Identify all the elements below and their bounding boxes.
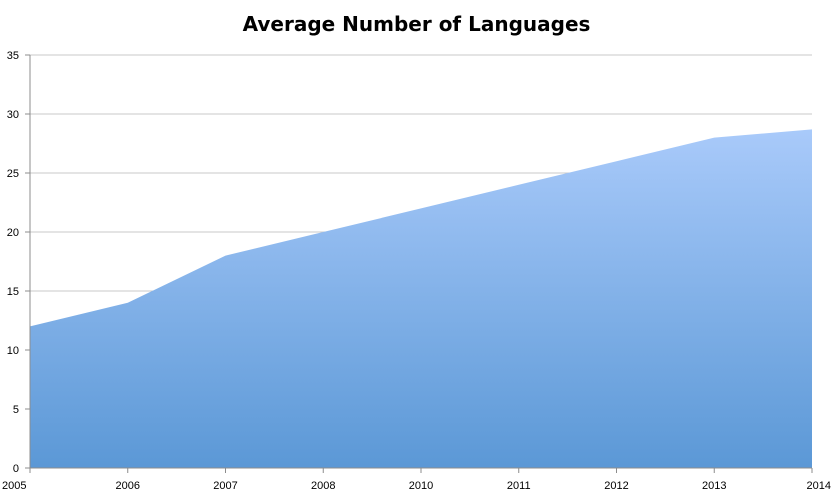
x-tick-label: 2014	[807, 480, 831, 492]
x-tick-label: 2008	[311, 480, 335, 492]
x-tick-labels: 2005 2006 2007 2008 2010 2011 2012 2013 2014	[2, 480, 831, 492]
x-tick-label: 2006	[116, 480, 140, 492]
chart-title: Average Number of Languages	[242, 12, 591, 36]
x-tick-label: 2012	[604, 480, 628, 492]
axes	[25, 54, 813, 473]
x-tick-label: 2010	[409, 480, 433, 492]
x-tick-label: 2005	[2, 480, 26, 492]
y-tick-label: 35	[7, 50, 19, 62]
y-tick-label: 5	[13, 404, 19, 416]
x-tick-label: 2007	[213, 480, 237, 492]
y-tick-label: 0	[13, 463, 19, 475]
area-series	[30, 129, 812, 468]
y-tick-label: 10	[7, 345, 19, 357]
x-tick-label: 2011	[507, 480, 531, 492]
y-tick-label: 25	[7, 168, 19, 180]
y-tick-label: 20	[7, 227, 19, 239]
x-tick-label: 2013	[702, 480, 726, 492]
area-fill	[30, 129, 812, 468]
y-tick-labels: 0 5 10 15 20 25 30 35	[7, 50, 19, 475]
y-tick-label: 15	[7, 286, 19, 298]
y-tick-label: 30	[7, 109, 19, 121]
